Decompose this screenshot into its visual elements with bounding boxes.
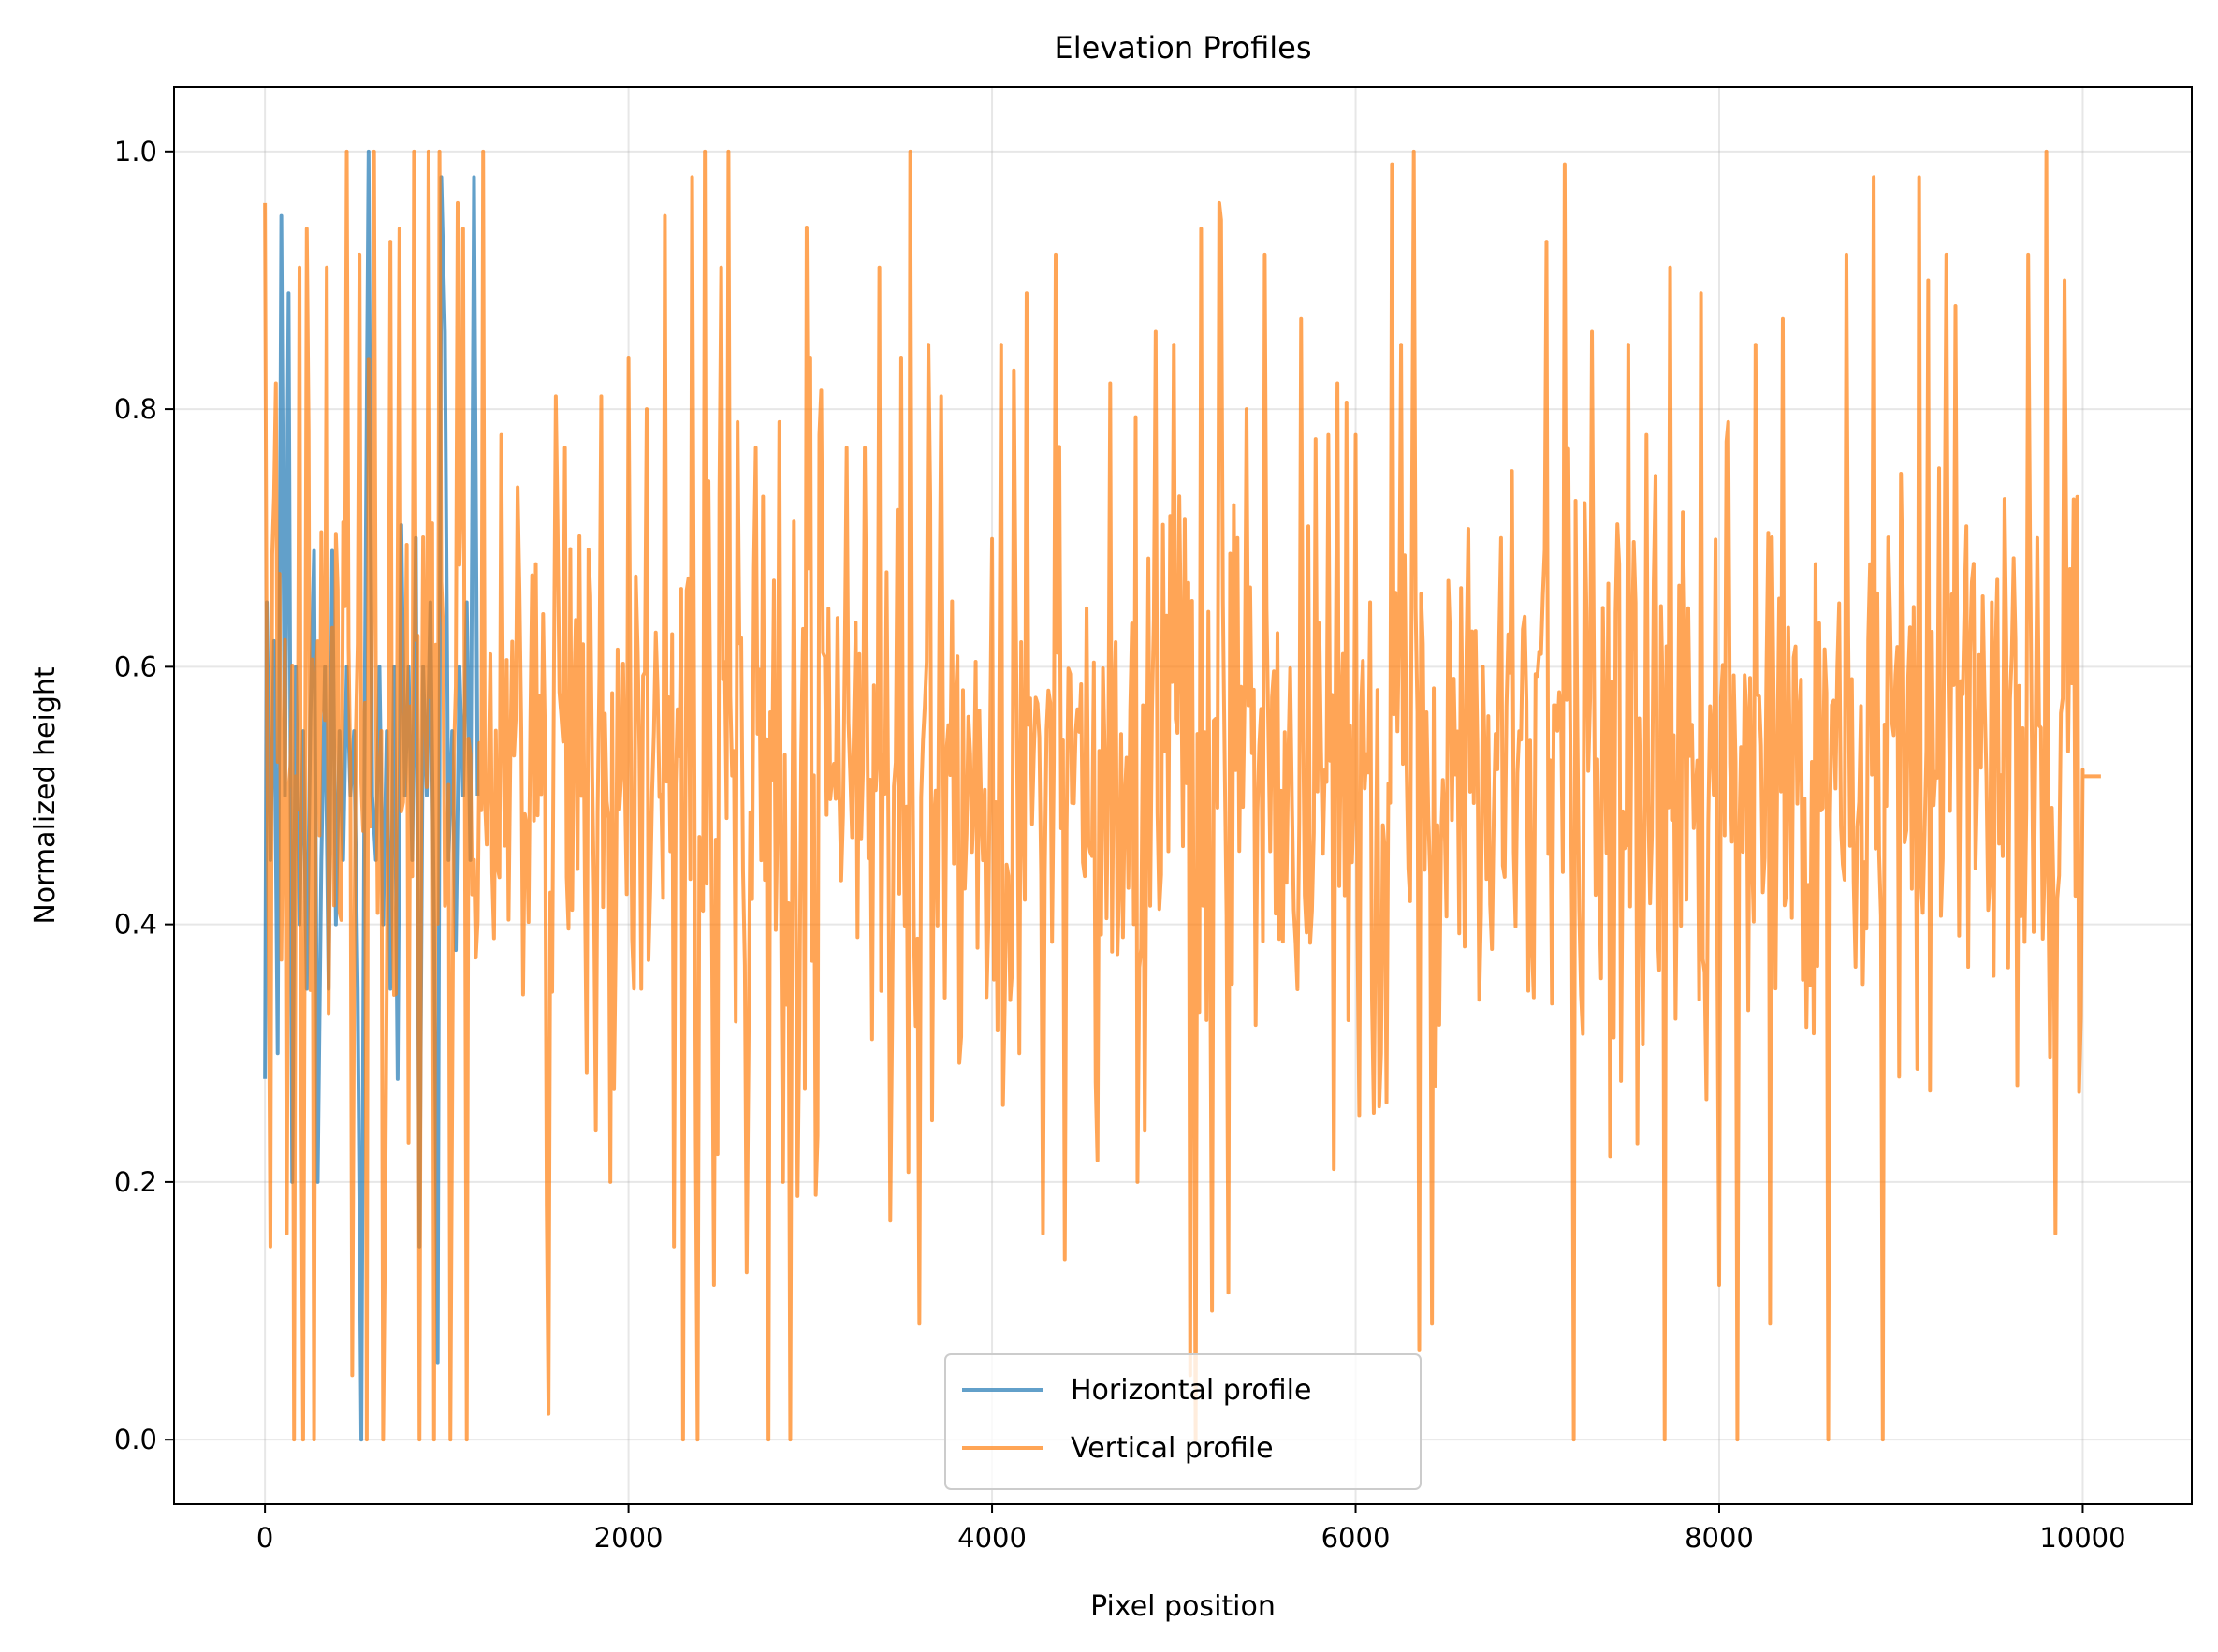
- x-tick-label: 10000: [2039, 1522, 2125, 1554]
- y-tick-label: 0.0: [114, 1424, 157, 1455]
- y-tick-label: 0.6: [114, 651, 157, 682]
- y-axis-label: Normalized height: [29, 666, 62, 925]
- vertical-profile-line: [263, 149, 2101, 1442]
- legend-label-horizontal: Horizontal profile: [1071, 1374, 1311, 1407]
- legend: Horizontal profile Vertical profile: [944, 1353, 1422, 1490]
- legend-label-vertical: Vertical profile: [1071, 1432, 1274, 1465]
- x-tick-label: 2000: [594, 1522, 664, 1554]
- series-layer: [263, 149, 2101, 1442]
- x-tick-label: 0: [256, 1522, 273, 1554]
- y-tick-label: 0.2: [114, 1166, 157, 1198]
- y-tick-label: 1.0: [114, 136, 157, 168]
- x-tick-label: 8000: [1685, 1522, 1754, 1554]
- y-tick-label: 0.8: [114, 393, 157, 425]
- x-axis-label: Pixel position: [1090, 1590, 1276, 1623]
- x-tick-label: 4000: [957, 1522, 1027, 1554]
- axis-ticks: 0 2000 4000 6000 8000 10000 0.0 0.2 0.4 0.6 0.8 1.0: [114, 136, 2126, 1554]
- y-tick-label: 0.4: [114, 909, 157, 941]
- legend-box: [944, 1353, 1422, 1490]
- chart-title: Elevation Profiles: [1055, 30, 1312, 66]
- plot-area-frame: [173, 86, 2193, 1505]
- x-tick-label: 6000: [1321, 1522, 1391, 1554]
